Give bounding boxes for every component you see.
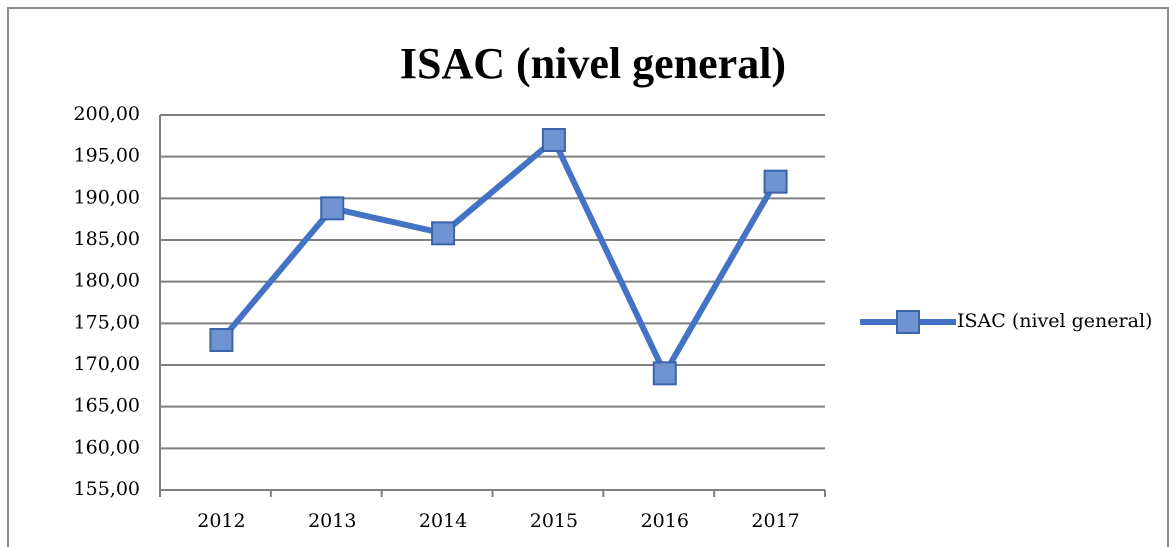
- x-tick-label: 2017: [751, 510, 799, 532]
- legend-label: ISAC (nivel general): [957, 310, 1152, 332]
- data-line: [219, 137, 779, 377]
- data-point: [431, 221, 456, 246]
- data-point: [320, 196, 345, 221]
- data-point: [652, 361, 677, 386]
- y-tick-label: 180,00: [74, 270, 140, 292]
- x-tick-label: 2012: [197, 510, 245, 532]
- y-tick-label: 175,00: [74, 311, 140, 333]
- data-point: [209, 328, 234, 352]
- y-tick-label: 165,00: [74, 395, 140, 417]
- x-tick-label: 2013: [308, 510, 356, 532]
- y-tick-label: 195,00: [74, 145, 140, 167]
- data-point: [763, 169, 788, 194]
- y-tick-label: 200,00: [74, 103, 140, 125]
- y-tick-label: 170,00: [74, 353, 140, 375]
- y-tick-label: 155,00: [74, 478, 140, 500]
- x-tick-label: 2016: [641, 510, 689, 532]
- y-tick-label: 190,00: [74, 186, 140, 208]
- x-tick-label: 2015: [530, 510, 578, 532]
- y-tick-label: 185,00: [74, 228, 140, 250]
- x-tick-label: 2014: [419, 510, 467, 532]
- data-point: [541, 128, 566, 152]
- legend-marker: [896, 310, 920, 334]
- y-tick-label: 160,00: [74, 436, 140, 458]
- chart-title: ISAC (nivel general): [400, 39, 786, 88]
- chart-border: [7, 7, 1169, 547]
